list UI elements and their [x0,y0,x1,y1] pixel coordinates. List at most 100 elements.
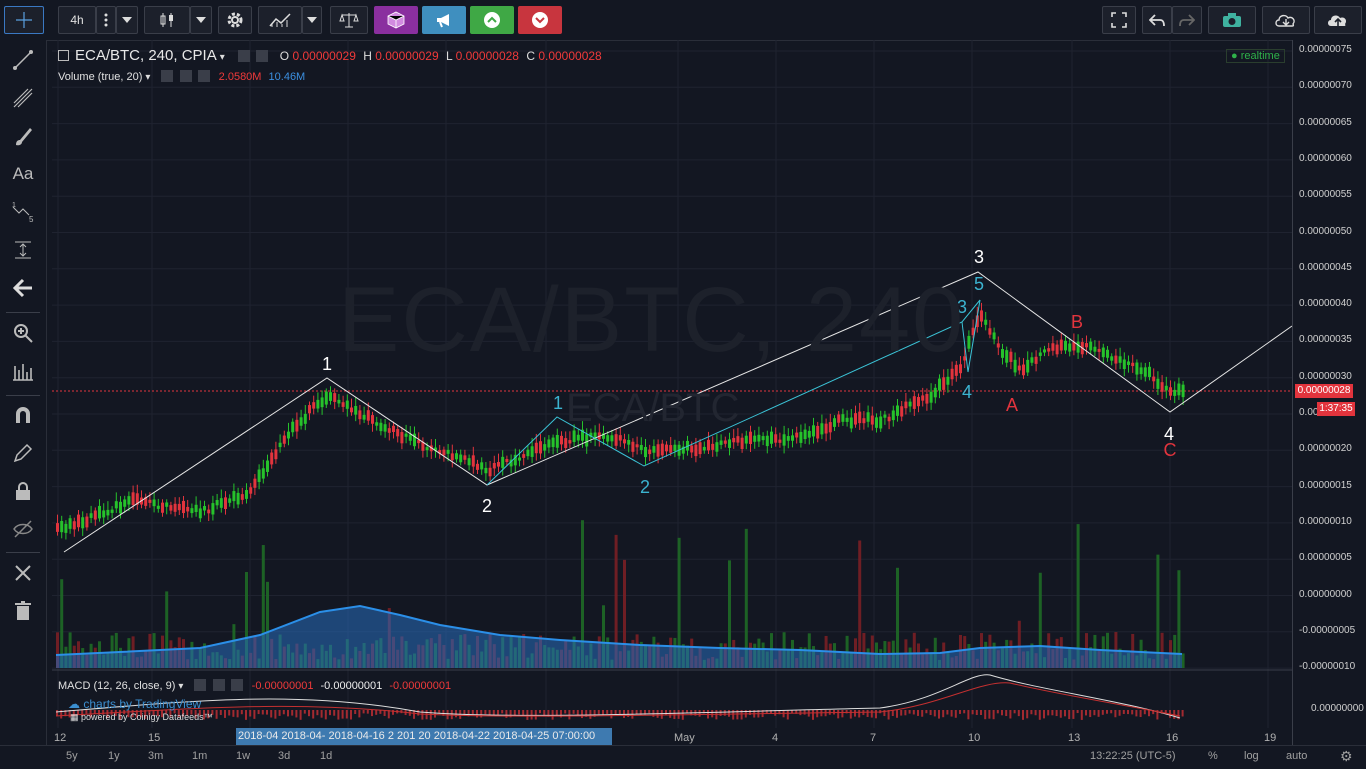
volume-bar [744,528,748,668]
candle [791,435,794,441]
price-tick-label: 0.00000040 [1299,298,1352,310]
candle [757,434,761,442]
arrow-down-circle-icon[interactable] [518,6,562,34]
pencil-lock-icon[interactable] [8,438,38,468]
macd-bar [341,710,344,719]
collapse-icon[interactable] [58,50,69,61]
macd-bar [1177,710,1180,720]
fullscreen-icon[interactable] [1102,6,1136,34]
log-toggle[interactable]: log [1244,750,1259,762]
magnet-icon[interactable] [8,400,38,430]
gear-icon[interactable]: ⚙ [1340,748,1353,764]
auto-toggle[interactable]: auto [1286,750,1308,762]
candle [190,508,194,514]
eye-icon[interactable] [161,70,174,82]
chevron-down-icon[interactable] [302,6,322,34]
candle [303,413,307,424]
lock-icon[interactable] [8,476,38,506]
macd-bar [383,710,386,716]
macd-bar [1009,710,1012,719]
macd-bar [614,710,617,715]
chevron-down-icon[interactable]: ▾ [219,52,225,63]
macd-bar [1106,710,1108,714]
macd-bar [950,710,953,717]
crosshair-icon[interactable] [4,6,44,34]
macd-bar [371,710,373,717]
chevron-down-icon[interactable]: ▾ [145,72,151,83]
candle [891,410,895,421]
percent-toggle[interactable]: % [1208,750,1218,762]
close-icon[interactable] [197,70,210,82]
macd-bar [131,710,134,718]
candle [1047,348,1051,352]
candles-icon[interactable] [144,6,190,34]
measure-icon[interactable] [8,235,38,265]
compare-scale-icon[interactable] [330,6,368,34]
ruler-icon[interactable] [8,356,38,386]
macd-bar [921,710,924,717]
close-icon[interactable] [230,679,243,691]
tools-icon[interactable] [8,558,38,588]
price-axis[interactable]: 0.00000075 0.00000070 0.00000065 0.00000060… [1292,40,1366,745]
range-button-1y[interactable]: 1y [108,750,120,762]
gear-icon[interactable] [179,70,192,82]
volume-bar [1177,570,1181,668]
candle [917,397,920,407]
range-button-1w[interactable]: 1w [236,750,251,762]
range-button-1m[interactable]: 1m [192,750,208,762]
candle [429,445,433,452]
volume-bar [245,572,248,668]
candle [274,449,278,460]
redo-icon[interactable] [1172,6,1202,34]
range-button-3m[interactable]: 3m [148,750,164,762]
megaphone-icon[interactable] [422,6,466,34]
trend-line-icon[interactable] [8,45,38,75]
settings-icon[interactable] [238,50,251,62]
candle [211,503,215,515]
eye-hidden-icon[interactable] [8,514,38,544]
trash-icon[interactable] [8,596,38,626]
pitchfork-icon[interactable] [8,83,38,113]
camera-icon[interactable] [1208,6,1256,34]
macd-bar [1122,710,1125,714]
coinigy-credit[interactable]: ▦ powered by Coinigy Datafeeds™ [70,712,213,722]
arrow-up-circle-icon[interactable] [470,6,514,34]
candle [1059,339,1063,351]
candle [803,429,807,440]
tradingview-credit[interactable]: ☁ charts by TradingView [68,697,202,711]
arrow-left-icon[interactable] [8,273,38,303]
text-tool-icon[interactable]: Aa [12,164,34,183]
range-button-3d[interactable]: 3d [278,750,291,762]
eye-icon[interactable] [194,679,207,691]
range-button-1d[interactable]: 1d [320,750,333,762]
more-vertical-icon[interactable] [96,6,116,34]
candle [480,462,484,470]
candle [963,356,967,361]
undo-icon[interactable] [1142,6,1172,34]
cube-icon[interactable] [374,6,418,34]
macd-bar [1148,710,1150,717]
brush-icon[interactable] [8,121,38,151]
interval-button[interactable]: 4h [58,6,96,34]
chevron-down-icon[interactable] [116,6,138,34]
indicators-icon[interactable] [258,6,302,34]
candle [144,497,148,506]
range-button-5y[interactable]: 5y [66,750,78,762]
candle [959,364,962,374]
candle [329,392,332,401]
macd-bar [597,710,600,715]
candle [635,444,639,448]
gear-icon[interactable] [218,6,252,34]
zoom-icon[interactable] [8,318,38,348]
macd-bar [627,710,630,717]
cloud-download-icon[interactable] [1262,6,1310,34]
chevron-down-icon[interactable] [190,6,212,34]
candle [539,441,542,454]
cloud-upload-icon[interactable] [1314,6,1362,34]
gear-icon[interactable] [256,50,269,62]
chevron-down-icon[interactable]: ▾ [178,681,184,692]
candle [816,425,820,439]
gear-icon[interactable] [212,679,225,691]
